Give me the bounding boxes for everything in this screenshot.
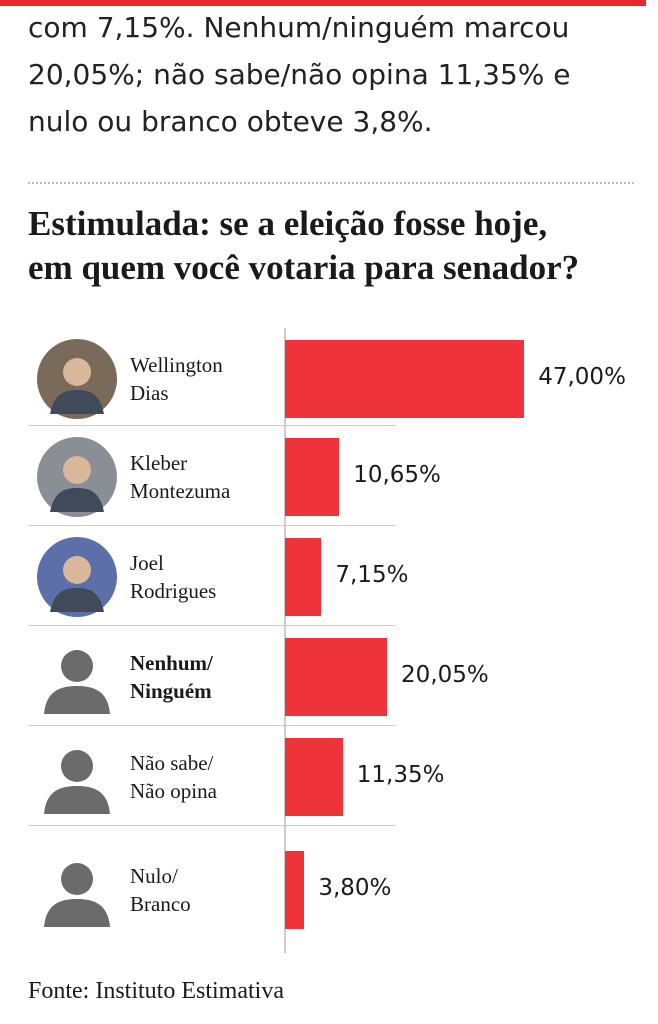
bar xyxy=(285,339,525,418)
bar xyxy=(285,638,388,716)
category-label: Wellington Dias xyxy=(130,352,223,405)
value-label: 11,35% xyxy=(356,762,445,788)
category-label: Nulo/ Branco xyxy=(130,863,191,916)
row-separator xyxy=(28,525,396,526)
bar xyxy=(285,538,322,616)
avatar-placeholder xyxy=(36,736,118,818)
bar xyxy=(285,438,340,516)
top-bar xyxy=(0,0,646,6)
avatar-placeholder xyxy=(36,636,118,718)
article-paragraph: com 7,15%. Nenhum/ninguém marcou 20,05%;… xyxy=(28,11,571,138)
candidate-photo xyxy=(36,338,118,420)
category-label: Não sabe/ Não opina xyxy=(130,751,217,803)
value-label: 3,80% xyxy=(318,874,392,901)
avatar-placeholder xyxy=(36,849,118,931)
row-separator xyxy=(28,725,396,726)
candidate-photo xyxy=(36,536,118,618)
category-label: Kleber Montezuma xyxy=(130,451,231,503)
value-label: 20,05% xyxy=(401,662,489,688)
value-label: 7,15% xyxy=(335,562,409,588)
row-separator xyxy=(28,425,396,426)
divider xyxy=(28,182,634,184)
bar xyxy=(285,850,305,929)
category-label: Nenhum/ Ninguém xyxy=(130,651,213,703)
row-separator xyxy=(28,625,396,626)
category-label: Joel Rodrigues xyxy=(130,551,217,603)
row-separator xyxy=(28,825,396,826)
value-label: 10,65% xyxy=(353,462,441,488)
value-label: 47,00% xyxy=(538,363,626,390)
source: Fonte: Instituto Estimativa xyxy=(28,978,284,1004)
bar xyxy=(285,738,343,816)
chart-title: Estimulada: se a eleição fosse hoje, em … xyxy=(28,204,580,287)
candidate-photo xyxy=(36,436,118,518)
